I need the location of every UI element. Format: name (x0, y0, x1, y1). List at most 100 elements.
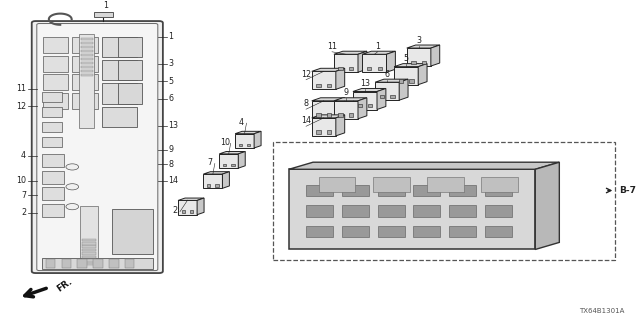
Text: 4: 4 (21, 151, 26, 160)
Bar (111, 210, 153, 254)
Polygon shape (377, 88, 386, 109)
Bar (484, 205, 512, 217)
Bar (81, 54, 93, 56)
Polygon shape (358, 51, 367, 72)
Bar (349, 113, 353, 117)
Polygon shape (334, 51, 367, 54)
Text: 11: 11 (16, 84, 26, 93)
Bar (190, 211, 193, 213)
Text: 7: 7 (207, 158, 212, 167)
Polygon shape (336, 115, 345, 136)
Text: 8: 8 (168, 160, 173, 169)
Polygon shape (312, 115, 345, 118)
Polygon shape (312, 98, 345, 101)
Bar (484, 226, 512, 237)
Polygon shape (418, 64, 427, 85)
Polygon shape (375, 79, 408, 82)
Text: FR.: FR. (55, 276, 74, 293)
Bar (375, 82, 399, 100)
Bar (380, 95, 384, 98)
Text: 7: 7 (21, 191, 26, 200)
Polygon shape (362, 51, 396, 54)
Circle shape (66, 164, 79, 170)
Bar (319, 177, 355, 192)
Text: 8: 8 (303, 99, 308, 108)
Bar (125, 260, 134, 268)
Polygon shape (431, 45, 440, 66)
Bar (42, 171, 64, 184)
Bar (342, 205, 369, 217)
Text: 6: 6 (385, 70, 390, 79)
Bar (235, 134, 254, 148)
Bar (220, 154, 238, 168)
Bar (42, 92, 62, 102)
Bar (327, 131, 332, 134)
Bar (42, 107, 62, 117)
Text: TX64B1301A: TX64B1301A (579, 308, 625, 314)
Polygon shape (254, 131, 261, 148)
Bar (82, 249, 96, 251)
Bar (390, 95, 395, 98)
Polygon shape (334, 98, 367, 101)
Polygon shape (387, 51, 396, 72)
Bar (327, 84, 332, 87)
Bar (484, 185, 512, 196)
Bar (378, 205, 404, 217)
Text: 14: 14 (168, 176, 179, 185)
Circle shape (66, 204, 79, 210)
Bar (72, 74, 98, 90)
Bar (394, 67, 418, 85)
Polygon shape (336, 98, 345, 119)
Bar (81, 42, 93, 44)
Text: 11: 11 (327, 42, 337, 51)
Text: 2: 2 (172, 206, 177, 215)
Bar (43, 93, 68, 109)
Bar (342, 185, 369, 196)
Bar (93, 260, 102, 268)
Polygon shape (289, 162, 559, 169)
Bar (43, 55, 68, 72)
Bar (77, 260, 87, 268)
Bar (43, 37, 68, 53)
Polygon shape (238, 151, 245, 168)
Bar (72, 37, 98, 53)
Polygon shape (353, 88, 386, 92)
Bar (81, 70, 93, 72)
Bar (43, 74, 68, 90)
Bar (118, 37, 142, 57)
Text: 3: 3 (416, 36, 421, 45)
Bar (339, 113, 343, 117)
Bar (81, 66, 93, 68)
Polygon shape (220, 151, 245, 154)
Bar (273, 142, 615, 260)
Bar (81, 58, 93, 60)
Bar (72, 55, 98, 72)
Bar (82, 252, 96, 255)
Polygon shape (407, 45, 440, 48)
Bar (42, 258, 153, 269)
Bar (367, 67, 371, 70)
Bar (422, 61, 426, 64)
Bar (80, 206, 98, 268)
Bar (427, 177, 464, 192)
Bar (42, 122, 62, 132)
Text: B-7: B-7 (619, 186, 636, 195)
Bar (82, 242, 96, 244)
Bar (61, 260, 71, 268)
FancyBboxPatch shape (32, 21, 163, 273)
Text: 1: 1 (103, 1, 108, 10)
Bar (82, 256, 96, 258)
Polygon shape (358, 98, 367, 119)
Text: 9: 9 (168, 145, 173, 154)
Text: 12: 12 (16, 101, 26, 111)
Bar (412, 61, 416, 64)
Polygon shape (235, 131, 261, 134)
Text: 12: 12 (301, 70, 311, 79)
Bar (109, 260, 118, 268)
Bar (358, 104, 362, 107)
Polygon shape (204, 172, 229, 174)
Bar (327, 113, 332, 117)
Bar (204, 174, 223, 188)
Bar (334, 101, 358, 119)
Text: 1: 1 (168, 32, 173, 41)
